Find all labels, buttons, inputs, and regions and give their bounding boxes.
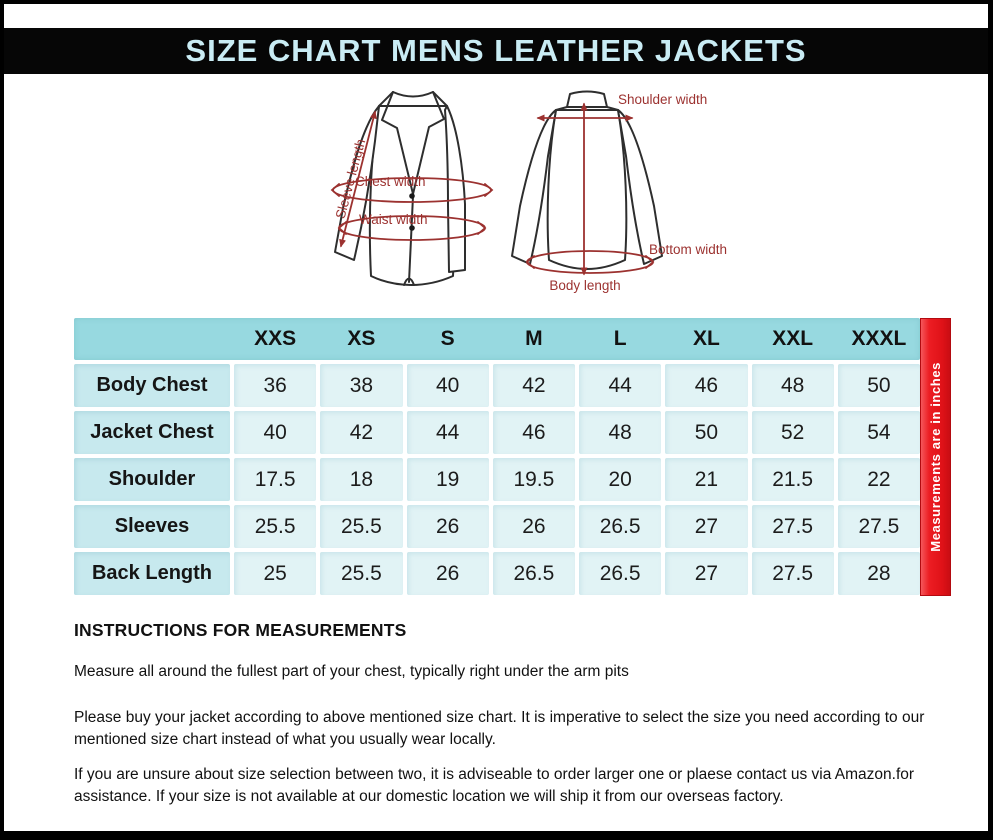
jacket-front-diagram: Chest width Waist width Sleeve length — [330, 91, 494, 286]
table-value: 27 — [665, 505, 748, 548]
table-value: 19.5 — [492, 458, 575, 501]
table-row-jacket-chest: Jacket Chest 40 42 44 46 48 50 52 54 — [74, 411, 920, 454]
table-value: 22 — [837, 458, 920, 501]
instructions-section: INSTRUCTIONS FOR MEASUREMENTS Measure al… — [74, 620, 934, 808]
jacket-back-measure-lines — [525, 102, 655, 276]
header-size-l: L — [613, 327, 627, 350]
table-value: 26 — [492, 505, 575, 548]
table-value: 36 — [234, 364, 317, 407]
table-row-body-chest: Body Chest 36 38 40 42 44 46 48 50 — [74, 364, 920, 407]
waist-width-label: Waist width — [359, 212, 428, 227]
table-value: 27 — [665, 552, 748, 595]
instructions-paragraph: Measure all around the fullest part of y… — [74, 663, 629, 680]
table-value: 52 — [751, 411, 834, 454]
header-size-m: M — [525, 327, 543, 350]
table-value: 25.5 — [320, 552, 403, 595]
body-length-label: Body length — [549, 278, 620, 293]
table-value: 18 — [320, 458, 403, 501]
table-value: 26 — [406, 505, 489, 548]
table-value: 27.5 — [751, 552, 834, 595]
instructions-paragraph: If you are unsure about size selection b… — [74, 766, 915, 805]
header-size-s: S — [440, 327, 455, 350]
table-value: 26.5 — [579, 505, 662, 548]
bottom-border-bar — [4, 831, 988, 840]
header-empty-cell — [74, 318, 230, 360]
table-row-shoulder: Shoulder 17.5 18 19 19.5 20 21 21.5 22 — [74, 458, 920, 501]
table-value: 46 — [665, 364, 748, 407]
title-bar: SIZE CHART MENS LEATHER JACKETS — [4, 28, 988, 74]
table-value: 54 — [837, 411, 920, 454]
table-value: 25.5 — [320, 505, 403, 548]
table-value: 44 — [579, 364, 662, 407]
instructions-paragraph: Please buy your jacket according to abov… — [74, 709, 925, 748]
instructions-heading: INSTRUCTIONS FOR MEASUREMENTS — [74, 620, 407, 640]
units-note-text: Measurements are in inches — [928, 362, 943, 552]
table-value: 19 — [406, 458, 489, 501]
table-value: 44 — [406, 411, 489, 454]
table-value: 21.5 — [751, 458, 834, 501]
header-size-xxl: XXL — [772, 327, 814, 350]
table-value: 26 — [406, 552, 489, 595]
table-value: 42 — [492, 364, 575, 407]
shoulder-width-label: Shoulder width — [618, 92, 707, 107]
header-size-xxs: XXS — [254, 327, 297, 350]
row-label: Jacket Chest — [74, 411, 230, 454]
table-value: 20 — [579, 458, 662, 501]
row-label: Back Length — [74, 552, 230, 595]
chest-width-label: Chest width — [355, 174, 426, 189]
table-value: 38 — [320, 364, 403, 407]
row-label: Body Chest — [74, 364, 230, 407]
table-value: 42 — [320, 411, 403, 454]
table-value: 40 — [234, 411, 317, 454]
table-value: 26.5 — [492, 552, 575, 595]
table-value: 26.5 — [579, 552, 662, 595]
table-value: 50 — [665, 411, 748, 454]
units-note-strip: Measurements are in inches — [920, 318, 951, 596]
table-value: 48 — [579, 411, 662, 454]
jacket-back-diagram: Shoulder width Bottom width Body length — [511, 90, 727, 293]
table-value: 50 — [837, 364, 920, 407]
table-value: 17.5 — [234, 458, 317, 501]
table-value: 21 — [665, 458, 748, 501]
table-value: 27.5 — [751, 505, 834, 548]
row-label: Sleeves — [74, 505, 230, 548]
table-value: 46 — [492, 411, 575, 454]
bottom-width-label: Bottom width — [649, 242, 727, 257]
jacket-front-measure-lines — [330, 110, 494, 248]
table-value: 48 — [751, 364, 834, 407]
table-value: 28 — [837, 552, 920, 595]
table-value: 27.5 — [837, 505, 920, 548]
table-value: 40 — [406, 364, 489, 407]
row-label: Shoulder — [74, 458, 230, 501]
header-size-xs: XS — [347, 327, 376, 350]
table-value: 25.5 — [234, 505, 317, 548]
header-size-xl: XL — [692, 327, 720, 350]
size-table-header-row: XXS XS S M L XL XXL XXXL — [74, 318, 920, 360]
table-row-sleeves: Sleeves 25.5 25.5 26 26 26.5 27 27.5 27.… — [74, 505, 920, 548]
size-table: XXS XS S M L XL XXL XXXL Body Chest 36 3… — [74, 318, 920, 599]
table-row-back-length: Back Length 25 25.5 26 26.5 26.5 27 27.5… — [74, 552, 920, 595]
table-value: 25 — [234, 552, 317, 595]
header-size-xxxl: XXXL — [851, 327, 907, 350]
page-title: SIZE CHART MENS LEATHER JACKETS — [185, 33, 807, 68]
